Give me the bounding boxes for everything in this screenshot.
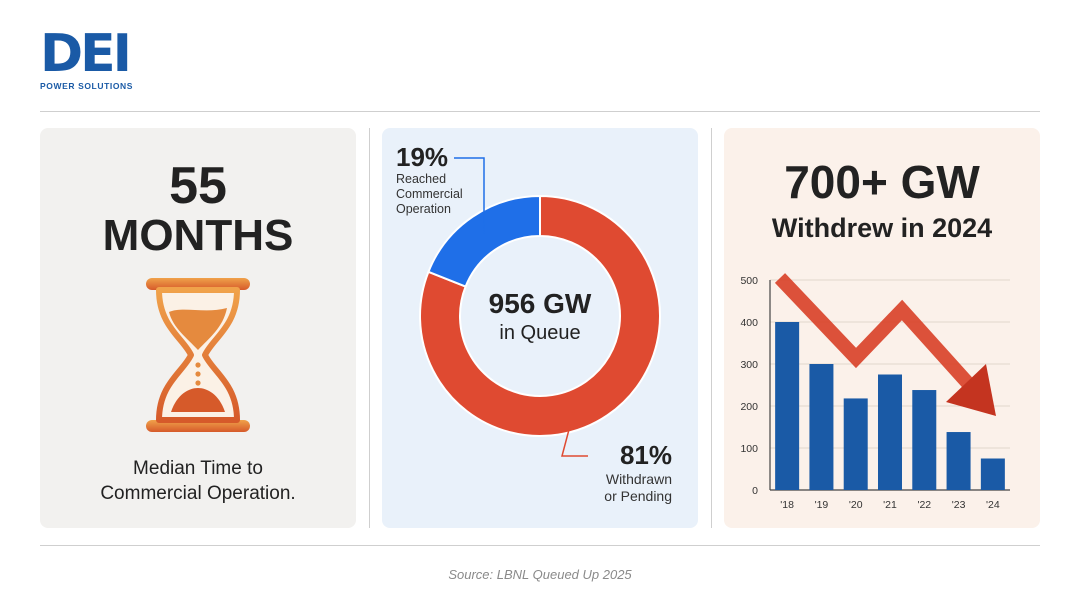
source-note: Source: LBNL Queued Up 2025	[448, 567, 632, 582]
y-tick-label: 100	[740, 443, 758, 455]
x-tick-label: '19	[815, 499, 829, 511]
trend-arrow-head	[946, 364, 996, 416]
x-tick-label: '24	[986, 499, 1000, 511]
panel-divider-2	[711, 128, 712, 528]
median-time-caption-line1: Median Time to	[133, 458, 263, 479]
queue-panel: 956 GW in Queue 19% Reached Commercial O…	[382, 128, 698, 528]
x-tick-label: '22	[917, 499, 931, 511]
median-time-panel: 55 MONTHS Median Time to Commercial Oper…	[40, 128, 356, 528]
reached-percent-label: 19%	[396, 142, 449, 172]
withdrawn-percent-label: 81%	[619, 440, 672, 470]
brand-logo-mark: DEI	[40, 24, 132, 84]
median-months-unit: MONTHS	[102, 211, 294, 260]
brand-logo: DEI POWER SOLUTIONS	[40, 26, 155, 96]
x-tick-label: '21	[883, 499, 897, 511]
trend-arrow-shaft	[774, 273, 980, 395]
donut-slice-withdrawn	[419, 194, 661, 437]
x-tick-label: '18	[780, 499, 794, 511]
median-time-caption-line2: Commercial Operation.	[100, 483, 296, 504]
withdrawals-headline: 700+ GW	[784, 156, 980, 208]
bar-6	[980, 458, 1005, 490]
withdrawn-leader-line	[561, 409, 588, 457]
hourglass-icon	[146, 278, 250, 432]
y-tick-label: 200	[740, 401, 758, 413]
y-tick-label: 500	[740, 275, 758, 287]
withdrawn-label-line2: or Pending	[604, 488, 672, 504]
reached-label-line3: Operation	[396, 202, 451, 216]
reached-label: Reached Commercial Operation	[396, 172, 506, 217]
x-tick-label: '23	[952, 499, 966, 511]
footer-divider	[40, 545, 1040, 546]
median-months-value: 55	[169, 157, 227, 215]
withdrawals-panel: 700+ GW Withdrew in 2024 0 100 200 300 400 50…	[724, 128, 1040, 528]
median-time-caption: Median Time to Commercial Operation.	[40, 456, 356, 506]
bar-4	[912, 390, 937, 490]
bar-5	[946, 432, 971, 490]
header-divider	[40, 111, 1040, 112]
queue-donut-chart	[419, 157, 661, 457]
reached-label-line1: Reached	[396, 172, 447, 186]
y-tick-label: 0	[752, 485, 758, 497]
y-tick-label: 300	[740, 359, 758, 371]
x-tick-label: '20	[849, 499, 863, 511]
queue-total-value: 956 GW	[488, 288, 592, 319]
withdrawals-bar-chart: 0 100 200 300 400 500 '18 '19 '20 '21 '22 '23 '24	[740, 273, 1010, 511]
panel-divider-1	[369, 128, 370, 528]
queue-total-label: in Queue	[499, 322, 581, 344]
withdrawn-label-line1: Withdrawn	[605, 471, 672, 487]
withdrawn-label: Withdrawn or Pending	[562, 471, 672, 505]
brand-logo-subtitle: POWER SOLUTIONS	[40, 81, 134, 91]
withdrawals-subhead: Withdrew in 2024	[771, 213, 993, 243]
y-tick-label: 400	[740, 317, 758, 329]
reached-leader-line	[454, 157, 485, 234]
donut-slice-reached	[427, 194, 541, 288]
down-trend-arrow-icon	[774, 273, 996, 416]
bar-2	[843, 398, 868, 490]
bar-0	[775, 322, 800, 490]
reached-label-line2: Commercial	[396, 187, 463, 201]
bar-3	[878, 374, 902, 490]
bar-1	[809, 364, 834, 490]
